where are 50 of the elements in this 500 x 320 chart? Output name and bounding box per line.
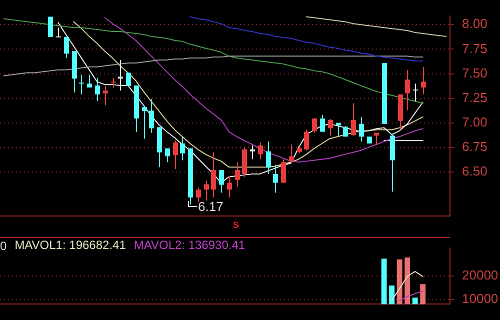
candlestick	[64, 36, 69, 59]
candlestick	[235, 162, 240, 188]
candlestick	[359, 116, 364, 142]
candlestick	[405, 69, 410, 111]
candlestick	[258, 142, 263, 160]
candlestick	[312, 117, 317, 134]
candlestick	[227, 175, 232, 198]
candlestick	[111, 77, 116, 88]
y-tick-label: 7.50	[462, 65, 488, 80]
annotation: 0	[0, 239, 7, 253]
candlestick	[180, 136, 185, 161]
y-tick-label: 6.75	[462, 139, 488, 154]
candlestick	[273, 164, 278, 194]
candlestick	[250, 144, 255, 160]
candlestick	[219, 170, 224, 194]
candlestick	[374, 132, 379, 145]
candlestick	[173, 140, 178, 170]
candlestick	[266, 141, 271, 174]
candlestick	[118, 60, 123, 91]
candlestick	[289, 144, 294, 164]
candlestick	[142, 106, 147, 140]
candlestick	[196, 187, 201, 203]
y-tick-label: 20000	[462, 267, 498, 282]
candlestick	[149, 98, 154, 134]
candlestick	[281, 158, 286, 184]
candlestick	[103, 86, 108, 106]
candlestick	[328, 118, 333, 136]
y-tick-label: 7.75	[462, 40, 488, 56]
y-tick-label: 8.00	[462, 16, 488, 32]
candlestick	[336, 122, 341, 136]
candlestick	[87, 74, 92, 88]
text: S	[233, 220, 240, 230]
candlestick	[79, 74, 84, 95]
y-tick-label: 7.00	[462, 114, 488, 130]
candlestick	[320, 114, 325, 132]
candlestick	[413, 83, 418, 102]
candlestick	[165, 148, 170, 163]
y-tick-label: 10000	[462, 291, 498, 306]
candlestick	[95, 77, 100, 102]
candlestick	[204, 180, 209, 201]
candlestick	[421, 66, 426, 95]
y-tick-label: 7.25	[462, 90, 488, 105]
annotation: 6.17	[198, 199, 224, 214]
candlestick	[56, 27, 61, 38]
candlestick	[304, 129, 309, 151]
candlestick	[351, 102, 356, 136]
y-tick-label: 6.50	[462, 164, 488, 179]
candlestick	[211, 152, 216, 198]
text: MAVOL1: 196682.41	[14, 238, 126, 253]
text: MAVOL2: 136930.41	[134, 238, 246, 253]
